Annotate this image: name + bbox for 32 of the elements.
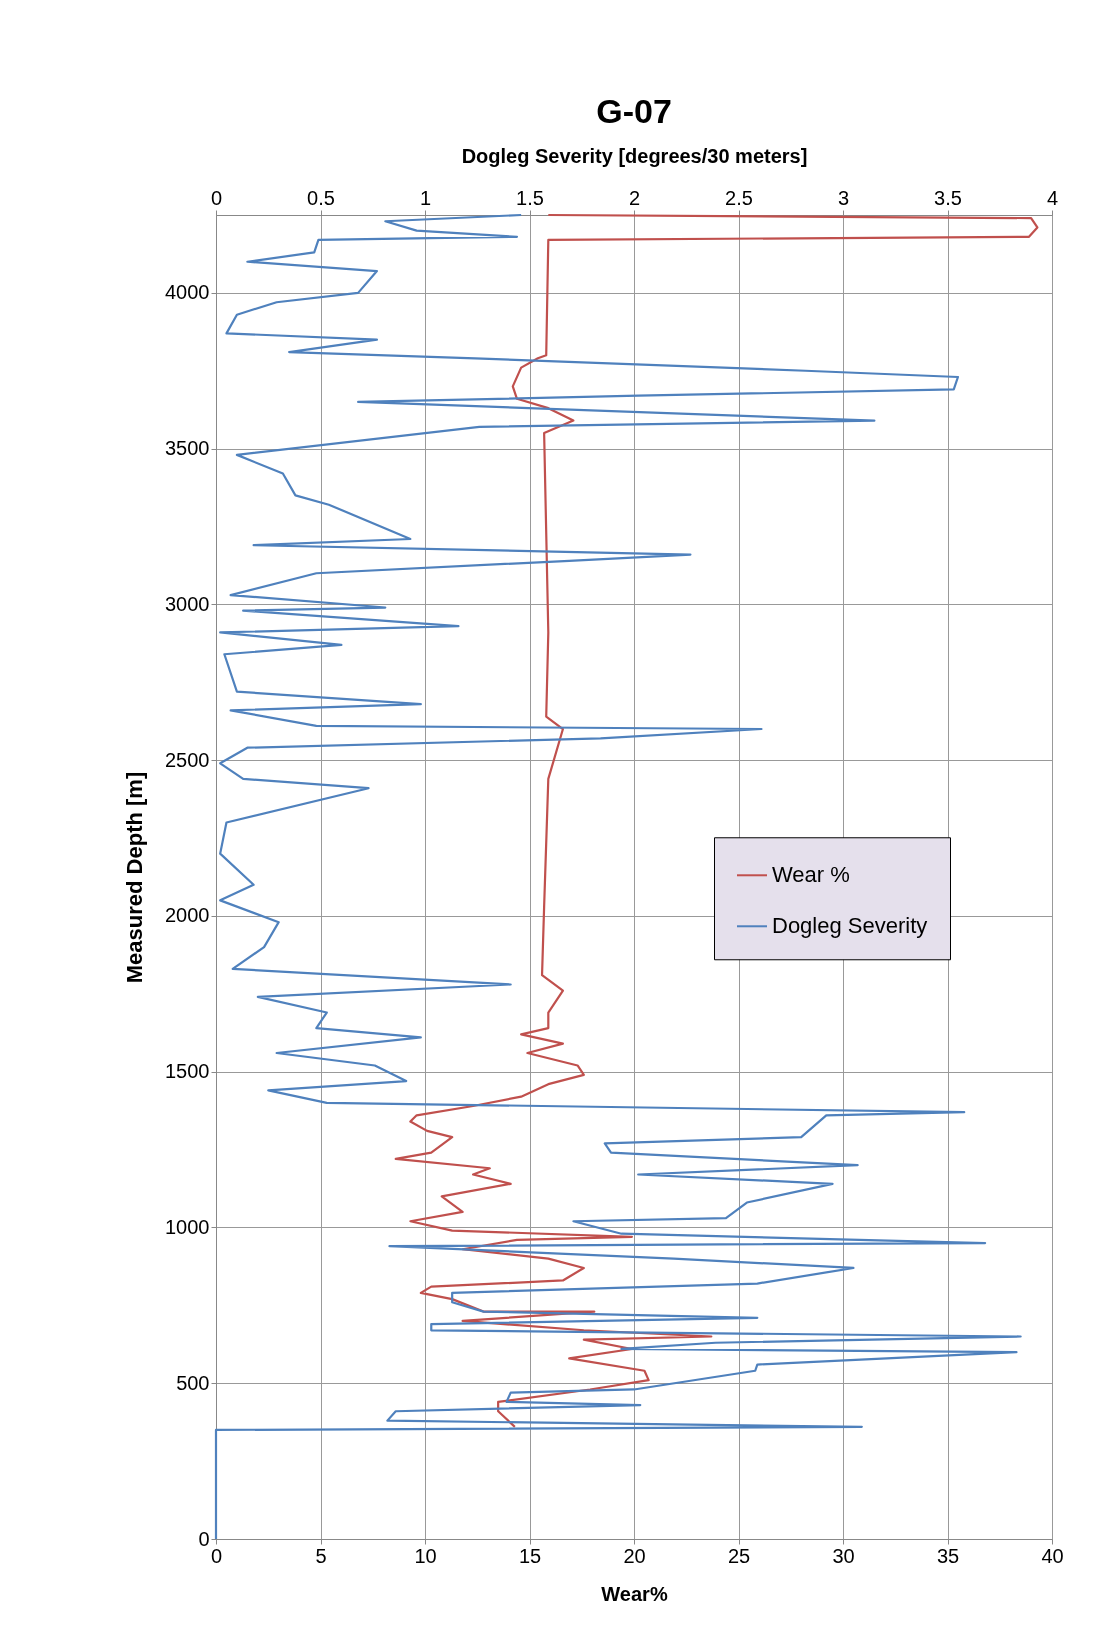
y-tick-label: 2000 <box>165 904 210 927</box>
chart-title: G-07 <box>596 92 672 130</box>
x2-tick-label: 1 <box>419 186 432 209</box>
x2-tick-label: 1.5 <box>516 186 544 209</box>
y-tick-label: 3500 <box>165 437 210 460</box>
y-tick-label: 500 <box>176 1371 210 1394</box>
x-tick-label: 20 <box>623 1544 646 1567</box>
x2-tick-label: 4 <box>1046 186 1059 209</box>
x-tick-label: 40 <box>1041 1544 1064 1567</box>
line-series <box>394 213 1039 1428</box>
x-axis-title: Wear% <box>601 1582 668 1605</box>
y-tick-label: 1500 <box>165 1060 210 1083</box>
x2-tick-label: 2.5 <box>725 186 753 209</box>
x2-tick-label: 3 <box>837 186 850 209</box>
legend-label: Wear % <box>772 862 850 888</box>
x-tick-label: 10 <box>414 1544 437 1567</box>
y-tick-label: 3000 <box>165 592 210 615</box>
x2-tick-label: 0.5 <box>307 186 335 209</box>
x-tick-label: 25 <box>727 1544 751 1567</box>
y-axis-title: Measured Depth [m] <box>122 771 148 984</box>
legend-label: Dogleg Severity <box>772 913 928 939</box>
x-tick-label: 15 <box>518 1544 542 1567</box>
x-tick-label: 5 <box>315 1544 327 1567</box>
y-tick-label: 4000 <box>165 281 210 304</box>
x2-axis-title: Dogleg Severity [degrees/30 meters] <box>461 144 808 167</box>
y-tick-label: 0 <box>198 1527 210 1550</box>
x-tick-label: 30 <box>832 1544 855 1567</box>
x2-tick-label: 2 <box>628 186 641 209</box>
y-tick-label: 2500 <box>165 748 210 771</box>
y-tick-label: 1000 <box>165 1215 210 1238</box>
x2-tick-label: 3.5 <box>934 186 962 209</box>
x-tick-label: 35 <box>936 1544 960 1567</box>
